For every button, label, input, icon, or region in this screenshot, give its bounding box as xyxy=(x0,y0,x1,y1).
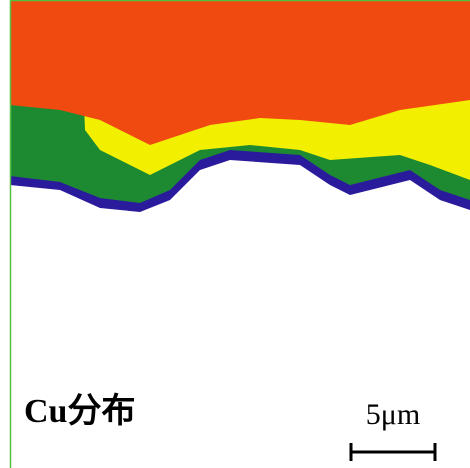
element-label: Cu分布 xyxy=(24,392,135,430)
elemental-map: Cu分布 5μm xyxy=(0,0,470,468)
scale-bar-label: 5μm xyxy=(366,398,420,431)
